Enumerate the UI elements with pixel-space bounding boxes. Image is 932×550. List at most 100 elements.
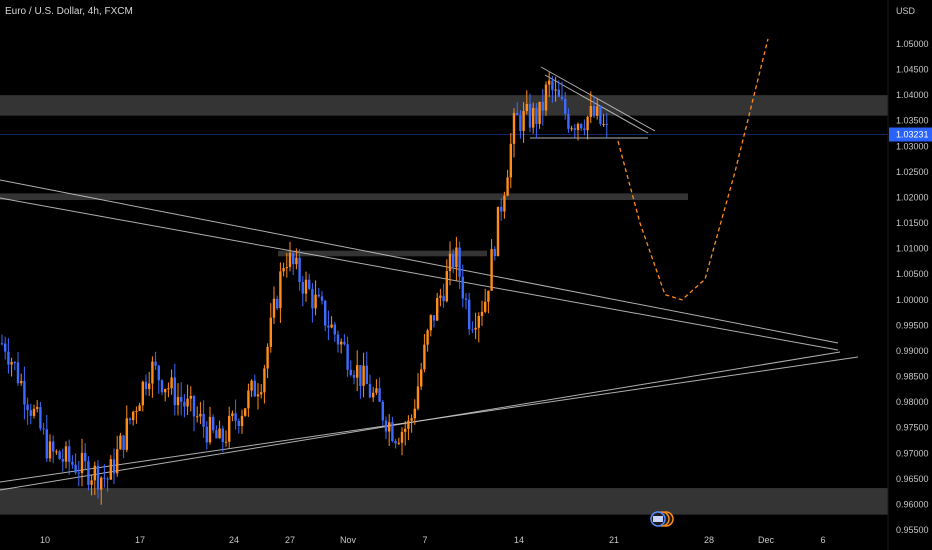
candle-body	[356, 365, 359, 378]
candle-body	[42, 428, 45, 430]
candle-body	[413, 408, 416, 419]
trendline-3	[0, 351, 841, 491]
projection-path	[617, 38, 769, 301]
candle-body	[538, 101, 541, 125]
candle-body	[64, 446, 68, 462]
candle-body	[308, 279, 311, 289]
candle-body	[480, 311, 484, 316]
candle-body	[378, 388, 381, 402]
candle-body	[493, 249, 496, 257]
candle-body	[189, 395, 192, 399]
price-unit-label: USD	[896, 6, 916, 16]
candle-body	[119, 435, 122, 450]
y-tick-label: 1.00500	[896, 269, 929, 279]
x-tick-label: 24	[229, 535, 239, 545]
candle-body	[420, 369, 423, 387]
candle-body	[570, 128, 573, 130]
current-price-label: 1.03231	[896, 129, 929, 139]
candle-body	[471, 329, 474, 331]
candle-body	[461, 276, 464, 299]
price-axis[interactable]: USD 1.05000 1.04500 1.04000 1.03500 1.03000 1.…	[889, 6, 932, 535]
candle-body	[221, 428, 224, 443]
candle-body	[80, 452, 84, 474]
candle-body	[292, 252, 295, 265]
candle-body	[528, 103, 532, 128]
y-tick-label: 0.98000	[896, 397, 929, 407]
y-tick-label: 1.04000	[896, 90, 929, 100]
candle-body	[388, 422, 391, 432]
candle-body	[535, 107, 538, 125]
candle-body	[205, 426, 208, 443]
candle-body	[77, 472, 80, 474]
candle-body	[132, 411, 135, 421]
candle-body	[474, 327, 477, 330]
candle-body	[311, 288, 314, 309]
candle-body	[455, 247, 458, 268]
candle-body	[487, 290, 490, 302]
candle-body	[160, 380, 164, 393]
candle-body	[285, 267, 288, 269]
zones-layer	[0, 95, 888, 515]
candle-body	[404, 428, 407, 432]
candle-body	[599, 106, 602, 125]
candle-body	[256, 394, 260, 397]
candle-body	[224, 441, 228, 443]
candle-body	[100, 477, 103, 490]
candle-body	[384, 420, 388, 432]
candle-body	[109, 459, 112, 480]
candle-body	[202, 413, 205, 427]
candle-body	[148, 383, 151, 390]
candle-body	[298, 257, 301, 283]
candle-body	[509, 143, 512, 178]
candle-body	[218, 428, 221, 439]
candle-body	[45, 429, 48, 459]
candle-body	[208, 417, 212, 443]
candle-body	[324, 300, 327, 326]
candle-body	[176, 397, 180, 406]
candle-body	[192, 395, 196, 417]
candle-body	[423, 344, 426, 370]
candle-body	[125, 418, 128, 450]
y-tick-label: 1.02500	[896, 167, 929, 177]
x-tick-label: 17	[135, 535, 145, 545]
candle-body	[327, 325, 330, 328]
candle-body	[23, 381, 26, 405]
candle-body	[10, 362, 13, 365]
candle-body	[589, 106, 592, 117]
candle-body	[282, 268, 285, 272]
candle-body	[554, 89, 557, 91]
candle-body	[122, 435, 125, 450]
time-axis[interactable]: 10 17 24 27 Nov 7 14 21 28 Dec 6	[40, 535, 826, 545]
x-tick-label: Dec	[758, 535, 775, 545]
candle-body	[343, 341, 346, 345]
candle-body	[381, 401, 384, 421]
candle-body	[452, 253, 455, 268]
candle-body	[32, 408, 36, 416]
candle-body	[288, 252, 292, 268]
y-tick-label: 0.96000	[896, 499, 929, 509]
y-tick-label: 1.01500	[896, 218, 929, 228]
candle-body	[445, 271, 448, 302]
candle-body	[279, 271, 282, 309]
news-badge-icon[interactable]	[650, 511, 674, 527]
candle-body	[240, 415, 244, 426]
candle-body	[605, 123, 608, 125]
projection-layer	[617, 38, 769, 301]
candle-body	[320, 296, 324, 301]
candle-body	[333, 324, 336, 335]
candle-body	[186, 398, 189, 407]
symbol-title: Euro / U.S. Dollar, 4h, FXCM	[5, 6, 133, 17]
x-tick-label: 28	[704, 535, 714, 545]
candle-body	[170, 377, 173, 389]
candle-body	[541, 101, 544, 111]
candle-body	[340, 341, 343, 345]
zone-3	[0, 488, 888, 515]
candle-body	[276, 298, 279, 309]
candle-body	[7, 351, 10, 365]
candle-body	[525, 103, 528, 112]
candle-body	[48, 441, 52, 459]
candle-body	[602, 123, 605, 125]
candle-body	[506, 177, 509, 196]
